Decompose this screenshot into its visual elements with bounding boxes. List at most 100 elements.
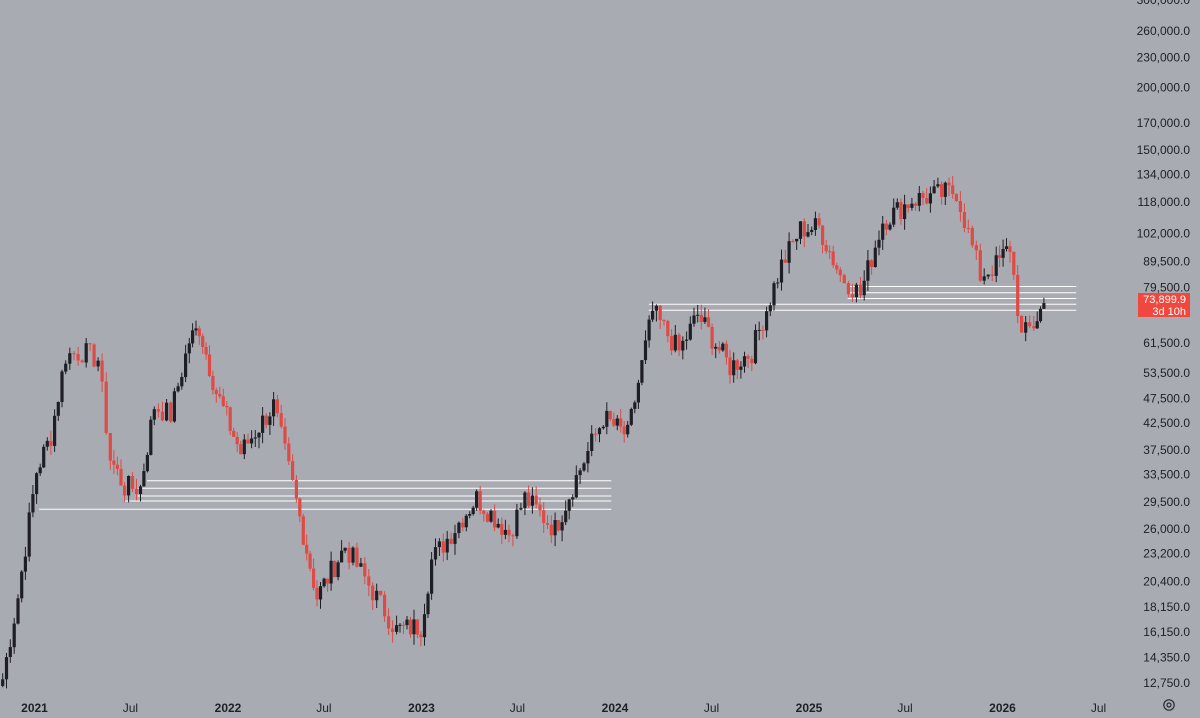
candle[interactable]: [35, 472, 39, 504]
candle[interactable]: [895, 198, 899, 210]
candle[interactable]: [261, 407, 265, 444]
candle[interactable]: [329, 551, 333, 591]
candle[interactable]: [80, 359, 84, 363]
candle[interactable]: [142, 463, 146, 487]
candle[interactable]: [1, 673, 5, 688]
candle[interactable]: [742, 351, 747, 373]
candle[interactable]: [877, 230, 881, 256]
candle[interactable]: [38, 463, 42, 476]
candle[interactable]: [191, 323, 195, 348]
candle[interactable]: [564, 500, 568, 526]
candle[interactable]: [422, 603, 427, 646]
candle[interactable]: [772, 281, 776, 311]
candle[interactable]: [888, 222, 892, 231]
candle[interactable]: [692, 307, 696, 327]
candle[interactable]: [787, 232, 791, 274]
candle[interactable]: [149, 416, 153, 456]
candle[interactable]: [343, 547, 347, 554]
candle[interactable]: [351, 546, 355, 566]
candle[interactable]: [257, 432, 261, 449]
candle[interactable]: [232, 427, 236, 437]
candle[interactable]: [119, 459, 123, 486]
candle[interactable]: [629, 407, 633, 427]
candle[interactable]: [1008, 240, 1012, 263]
candle[interactable]: [412, 609, 416, 645]
candle[interactable]: [714, 343, 718, 359]
candle[interactable]: [619, 408, 623, 433]
candle[interactable]: [201, 333, 205, 354]
candle[interactable]: [152, 406, 156, 426]
candle[interactable]: [567, 498, 571, 520]
candle[interactable]: [1035, 311, 1039, 330]
candle[interactable]: [932, 180, 936, 194]
candle[interactable]: [605, 402, 609, 435]
candle[interactable]: [211, 370, 215, 395]
candle[interactable]: [242, 434, 246, 460]
candle[interactable]: [1032, 316, 1036, 331]
candle[interactable]: [810, 226, 814, 236]
candle[interactable]: [640, 360, 644, 386]
candle[interactable]: [636, 379, 640, 409]
candle[interactable]: [287, 437, 291, 465]
candle[interactable]: [779, 249, 784, 291]
candle[interactable]: [962, 203, 966, 233]
candle[interactable]: [806, 224, 810, 238]
candle[interactable]: [739, 361, 743, 379]
candle[interactable]: [717, 340, 721, 354]
candle[interactable]: [92, 343, 96, 368]
candle[interactable]: [145, 452, 149, 473]
candle[interactable]: [445, 530, 449, 561]
candle[interactable]: [134, 478, 139, 501]
candle[interactable]: [710, 323, 714, 356]
candle[interactable]: [765, 306, 769, 338]
candle[interactable]: [430, 552, 434, 600]
candle[interactable]: [53, 409, 57, 452]
candle[interactable]: [947, 177, 951, 197]
candle[interactable]: [990, 265, 994, 282]
candle[interactable]: [441, 533, 445, 562]
candle[interactable]: [866, 250, 870, 291]
candle[interactable]: [387, 608, 391, 635]
candle[interactable]: [881, 216, 885, 250]
candle[interactable]: [127, 475, 131, 503]
candle[interactable]: [858, 277, 863, 299]
candle[interactable]: [986, 274, 990, 280]
candle[interactable]: [64, 360, 68, 375]
candle[interactable]: [322, 577, 326, 588]
candle[interactable]: [27, 502, 31, 562]
candle[interactable]: [662, 319, 666, 326]
candle[interactable]: [732, 352, 736, 383]
candle[interactable]: [515, 503, 519, 539]
candle[interactable]: [115, 456, 119, 476]
candle[interactable]: [647, 315, 651, 348]
candle[interactable]: [214, 387, 218, 403]
candle[interactable]: [928, 186, 932, 213]
candle[interactable]: [180, 372, 184, 390]
candle[interactable]: [49, 430, 53, 455]
candle[interactable]: [824, 239, 828, 254]
candle[interactable]: [862, 270, 866, 301]
candle[interactable]: [921, 191, 925, 206]
candle[interactable]: [1028, 315, 1032, 329]
candle[interactable]: [419, 631, 423, 647]
candle[interactable]: [1038, 306, 1043, 323]
candle[interactable]: [264, 413, 268, 429]
candle[interactable]: [375, 583, 379, 608]
candle[interactable]: [478, 486, 482, 515]
candle[interactable]: [761, 325, 765, 340]
candle[interactable]: [379, 590, 383, 597]
candle[interactable]: [970, 225, 974, 248]
candle[interactable]: [359, 557, 363, 567]
candle[interactable]: [308, 550, 312, 572]
candle[interactable]: [608, 410, 612, 422]
candle[interactable]: [549, 515, 553, 544]
candle[interactable]: [654, 304, 658, 322]
candle[interactable]: [746, 354, 750, 368]
candle[interactable]: [169, 401, 173, 424]
candle[interactable]: [1042, 297, 1046, 309]
candle[interactable]: [1012, 251, 1016, 280]
candle[interactable]: [982, 268, 986, 285]
candle[interactable]: [884, 219, 888, 236]
candle[interactable]: [670, 329, 674, 356]
